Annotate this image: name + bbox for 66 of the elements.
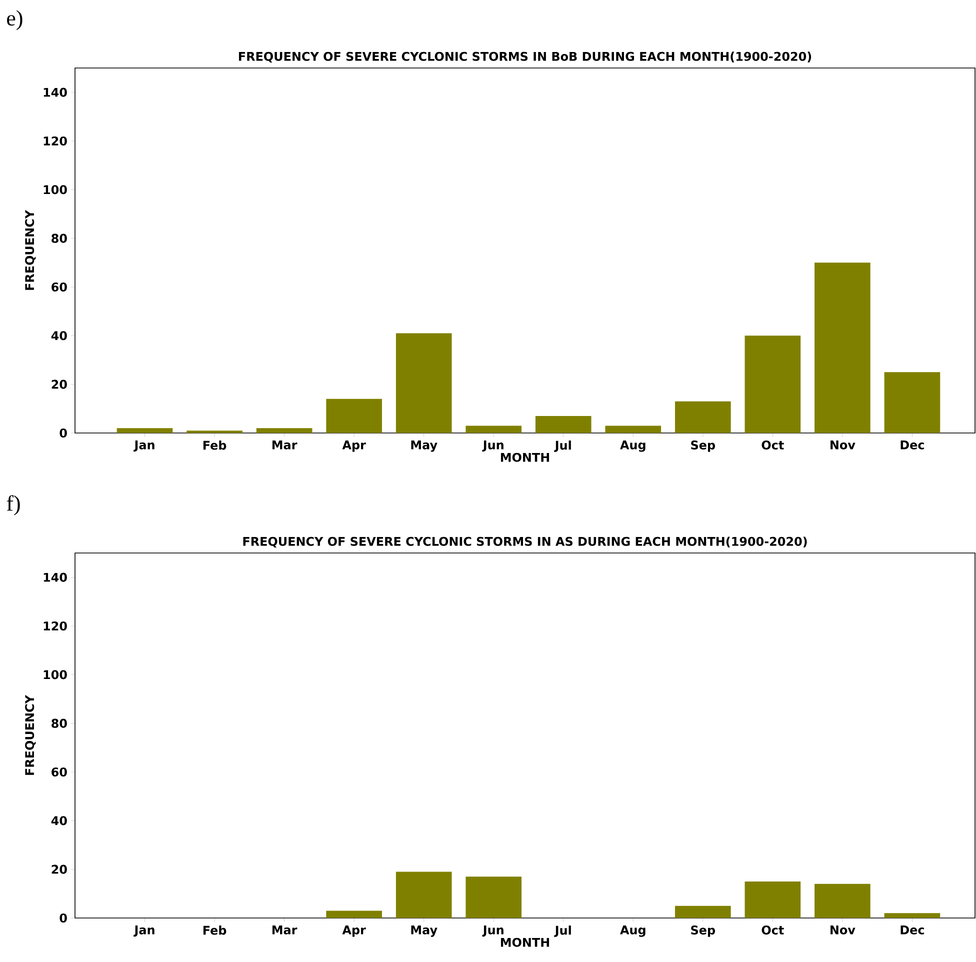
bar (744, 882, 801, 918)
x-tick-label: Nov (830, 926, 856, 934)
y-axis-title: FREQUENCY (25, 210, 36, 290)
y-tick-label: 140 (44, 572, 67, 582)
x-tick-label: Jan (134, 926, 154, 937)
x-tick-label: Aug (620, 440, 646, 452)
y-tick-label: 100 (44, 670, 67, 680)
x-tick-label: May (411, 440, 438, 452)
x-tick-label: Jul (554, 440, 571, 452)
y-tick-label: 0 (60, 913, 67, 923)
y-tick-label: 80 (52, 718, 67, 728)
x-tick-label: Oct (762, 926, 784, 935)
x-tick-label: Jun (482, 926, 504, 937)
bar (326, 398, 382, 433)
y-tick-label: 60 (52, 767, 67, 777)
chart-title: FREQUENCY OF SEVERE CYCLONIC STORMS IN BoB DURING EACH MONTH(1900-2020) (238, 52, 812, 62)
x-tick-label: Dec (900, 926, 924, 934)
x-tick-label: Jul (554, 926, 571, 937)
bar (675, 401, 731, 433)
y-tick-label: 20 (52, 864, 67, 874)
y-tick-label: 100 (44, 185, 67, 194)
bar (396, 333, 452, 433)
bar (675, 906, 731, 918)
bar (535, 416, 592, 433)
x-tick-label: Jun (482, 440, 504, 452)
x-tick-label: May (411, 926, 438, 937)
x-tick-label: Sep (691, 440, 716, 452)
x-axis-title: MONTH (500, 938, 550, 947)
text: e) (7, 10, 22, 30)
x-tick-label: Apr (342, 926, 366, 937)
x-tick-label: Apr (342, 440, 366, 452)
bar (116, 428, 173, 433)
bar (814, 262, 870, 433)
y-tick-label: 60 (52, 282, 67, 292)
y-axis-title: FREQUENCY (25, 694, 36, 775)
x-tick-label: Oct (762, 440, 784, 450)
x-tick-label: Feb (203, 440, 226, 450)
y-tick-label: 40 (51, 816, 67, 826)
x-tick-label: Mar (272, 926, 298, 934)
y-tick-label: 120 (44, 621, 67, 631)
bar (256, 428, 312, 433)
y-tick-label: 20 (52, 380, 67, 389)
bar (884, 372, 940, 433)
y-tick-label: 120 (44, 136, 67, 146)
x-tick-label: Nov (830, 440, 856, 450)
y-tick-label: 80 (52, 234, 67, 243)
x-tick-label: Mar (272, 440, 298, 450)
x-tick-label: Jan (134, 440, 154, 452)
bar (744, 336, 801, 433)
bar (814, 884, 870, 918)
chart-title: FREQUENCY OF SEVERE CYCLONIC STORMS IN AS DURING EACH MONTH(1900-2020) (243, 536, 807, 548)
x-tick-label: Aug (620, 926, 646, 937)
x-tick-label: Sep (691, 926, 716, 937)
bar (605, 426, 662, 433)
y-tick-label: 0 (60, 428, 67, 438)
y-tick-label: 140 (44, 88, 67, 97)
bar (466, 426, 522, 433)
bar (396, 872, 452, 918)
bar (466, 876, 522, 918)
x-tick-label: Dec (900, 440, 924, 450)
text: f) (6, 495, 20, 516)
x-axis-title: MONTH (500, 452, 550, 462)
x-tick-label: Feb (203, 926, 226, 935)
bar (884, 913, 940, 918)
bar (326, 910, 382, 918)
y-tick-label: 40 (51, 331, 67, 340)
